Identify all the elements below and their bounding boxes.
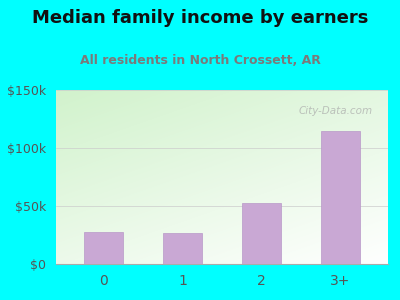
- Bar: [163, 233, 202, 264]
- Bar: [242, 202, 281, 264]
- Text: All residents in North Crossett, AR: All residents in North Crossett, AR: [80, 54, 320, 67]
- Text: City-Data.com: City-Data.com: [298, 106, 372, 116]
- Text: Median family income by earners: Median family income by earners: [32, 9, 368, 27]
- Bar: [321, 130, 360, 264]
- Bar: [84, 232, 123, 264]
